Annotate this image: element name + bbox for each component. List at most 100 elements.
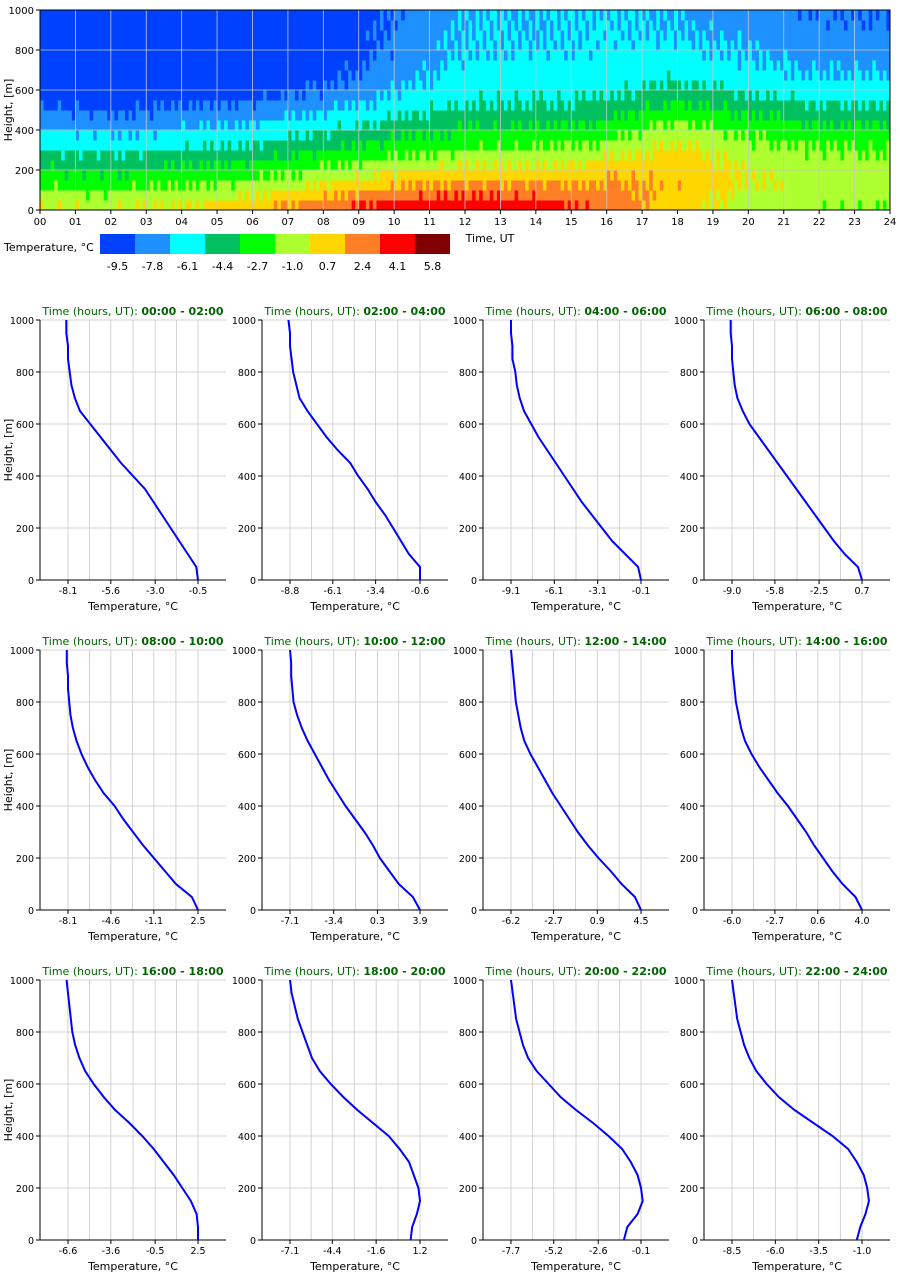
heatmap-cell — [489, 100, 494, 111]
heatmap-cell — [805, 170, 810, 181]
heatmap-cell — [149, 180, 154, 191]
heatmap-cell — [854, 180, 859, 191]
heatmap-cell — [330, 140, 335, 151]
heatmap-cell — [273, 90, 278, 101]
heatmap-cell — [156, 80, 161, 91]
heatmap-cell — [121, 120, 126, 131]
heatmap-cell — [751, 180, 756, 191]
heatmap-cell — [43, 120, 48, 131]
heatmap-cell — [695, 60, 700, 71]
heatmap-cell — [326, 190, 331, 201]
heatmap-cell — [670, 80, 675, 91]
heatmap-cell — [571, 120, 576, 131]
heatmap-cell — [149, 50, 154, 61]
heatmap-cell — [847, 30, 852, 41]
heatmap-cell — [117, 200, 122, 211]
heatmap-cell — [71, 60, 76, 71]
heatmap-cell — [217, 100, 222, 111]
heatmap-cell — [879, 100, 884, 111]
heatmap-cell — [652, 80, 657, 91]
heatmap-cell — [475, 10, 480, 21]
heatmap-cell — [358, 130, 363, 141]
heatmap-cell — [355, 80, 360, 91]
heatmap-cell — [755, 170, 760, 181]
heatmap-cell — [734, 130, 739, 141]
heatmap-cell — [812, 180, 817, 191]
heatmap-cell — [514, 30, 519, 41]
heatmap-cell — [369, 30, 374, 41]
heatmap-cell — [380, 50, 385, 61]
heatmap-cell — [323, 190, 328, 201]
heatmap-cell — [241, 10, 246, 21]
heatmap-cell — [649, 50, 654, 61]
heatmap-cell — [210, 140, 215, 151]
heatmap-cell — [787, 40, 792, 51]
heatmap-cell — [886, 120, 891, 131]
heatmap-cell — [635, 40, 640, 51]
heatmap-cell — [139, 50, 144, 61]
heatmap-cell — [146, 160, 151, 171]
heatmap-cell — [486, 110, 491, 121]
heatmap-cell — [93, 70, 98, 81]
heatmap-cell — [886, 150, 891, 161]
heatmap-cell — [599, 70, 604, 81]
heatmap-cell — [858, 80, 863, 91]
heatmap-cell — [465, 150, 470, 161]
heatmap-cell — [365, 30, 370, 41]
heatmap-cell — [82, 80, 87, 91]
heatmap-cell — [408, 80, 413, 91]
heatmap-cell — [397, 40, 402, 51]
heatmap-cell — [872, 190, 877, 201]
heatmap-cell — [54, 160, 59, 171]
heatmap-cell — [617, 40, 622, 51]
heatmap-cell — [843, 40, 848, 51]
heatmap-cell — [121, 60, 126, 71]
heatmap-cell — [54, 140, 59, 151]
heatmap-cell — [560, 170, 565, 181]
heatmap-cell — [213, 50, 218, 61]
heatmap-cell — [295, 50, 300, 61]
heatmap-cell — [457, 200, 462, 211]
heatmap-cell — [507, 90, 512, 101]
heatmap-cell — [617, 10, 622, 21]
profile-xtick-label: -8.8 — [281, 586, 300, 597]
heatmap-cell — [263, 20, 268, 31]
heatmap-cell — [139, 180, 144, 191]
heatmap-cell — [93, 170, 98, 181]
heatmap-cell — [773, 60, 778, 71]
heatmap-cell — [723, 170, 728, 181]
heatmap-cell — [103, 120, 108, 131]
heatmap-cell — [337, 70, 342, 81]
heatmap-cell — [202, 50, 207, 61]
heatmap-cell — [241, 120, 246, 131]
heatmap-cell — [355, 190, 360, 201]
heatmap-cell — [454, 10, 459, 21]
heatmap-cell — [695, 180, 700, 191]
heatmap-cell — [408, 10, 413, 21]
heatmap-cell — [567, 60, 572, 71]
heatmap-cell — [181, 100, 186, 111]
heatmap-cell — [263, 150, 268, 161]
heatmap-cell — [224, 100, 229, 111]
heatmap-cell — [808, 190, 813, 201]
heatmap-cell — [610, 140, 615, 151]
heatmap-cell — [89, 110, 94, 121]
heatmap-cell — [418, 130, 423, 141]
heatmap-cell — [748, 80, 753, 91]
heatmap-cell — [865, 110, 870, 121]
heatmap-cell — [766, 10, 771, 21]
heatmap-cell — [808, 10, 813, 21]
heatmap-cell — [454, 150, 459, 161]
heatmap-cell — [156, 100, 161, 111]
heatmap-cell — [422, 140, 427, 151]
heatmap-cell — [89, 200, 94, 211]
heatmap-cell — [163, 190, 168, 201]
heatmap-cell — [649, 40, 654, 51]
heatmap-cell — [741, 10, 746, 21]
heatmap-cell — [886, 40, 891, 51]
heatmap-cell — [202, 20, 207, 31]
heatmap-cell — [404, 180, 409, 191]
heatmap-cell — [493, 180, 498, 191]
heatmap-cell — [153, 10, 158, 21]
